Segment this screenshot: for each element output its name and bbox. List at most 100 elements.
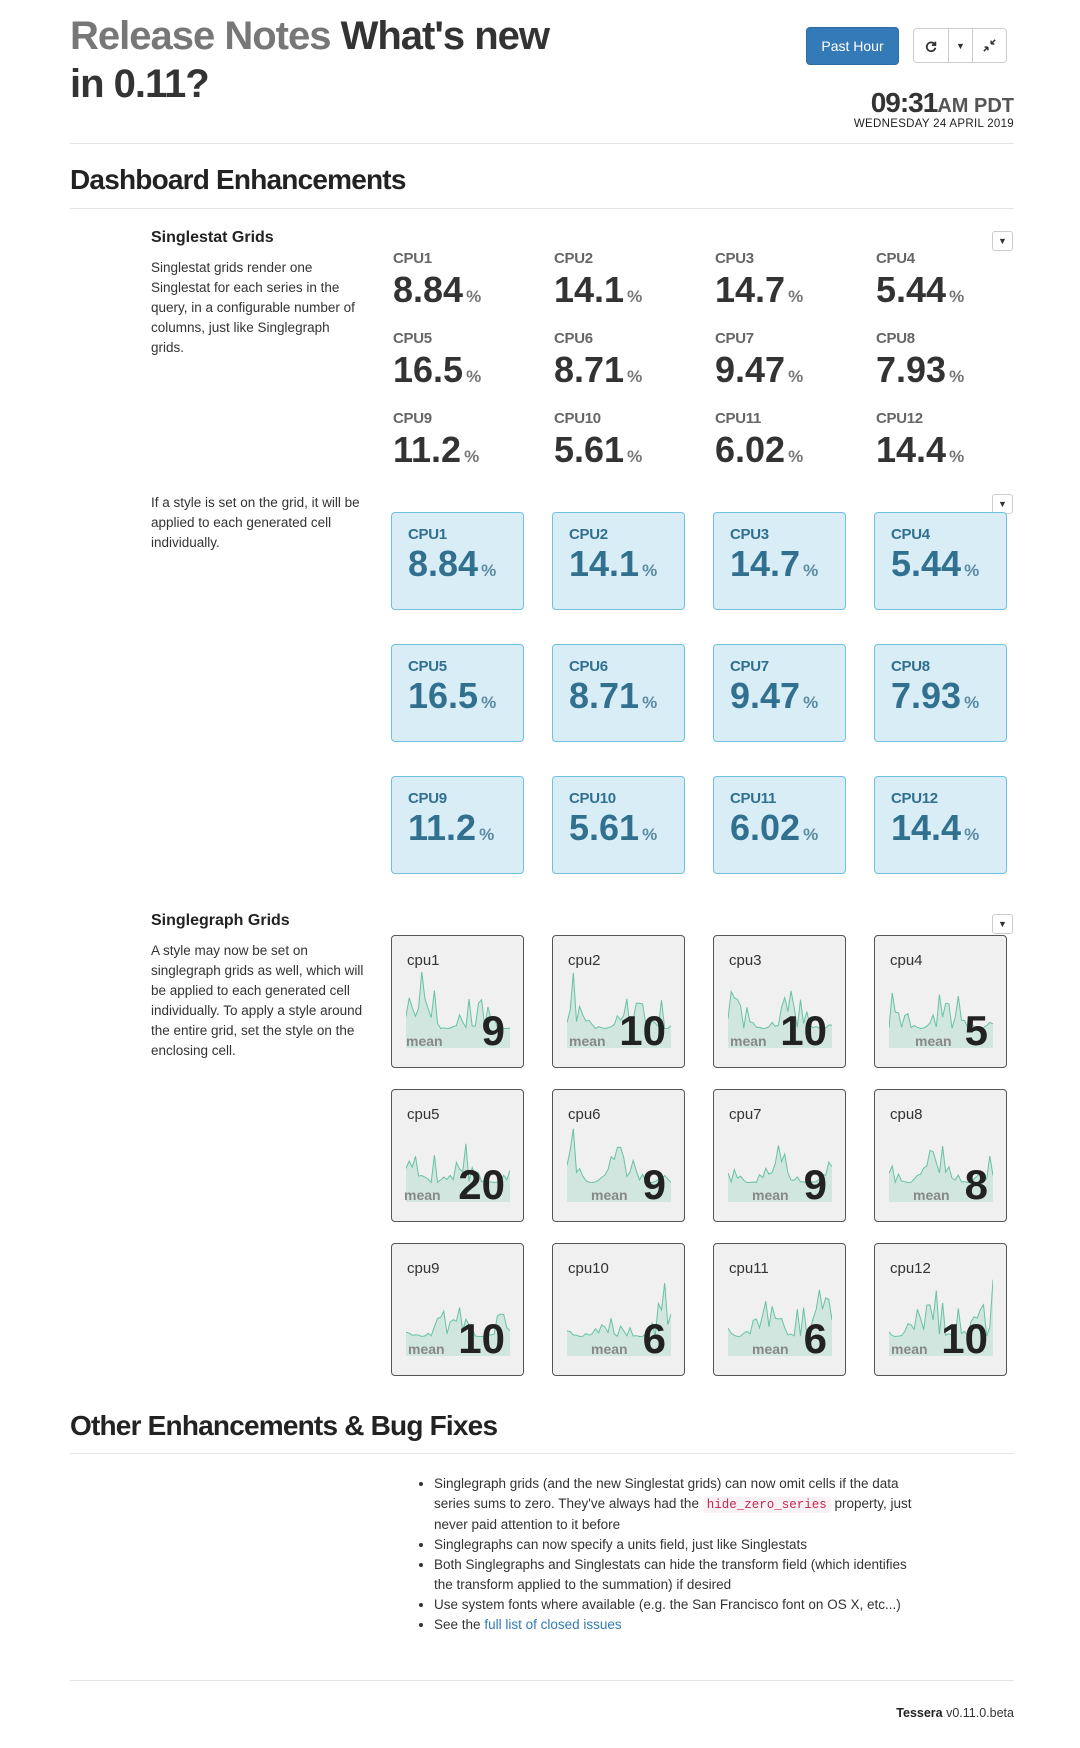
mean-label: mean [569, 1033, 606, 1049]
singlegraph-menu-button[interactable]: ▼ [992, 914, 1013, 934]
mean-label: mean [406, 1033, 443, 1049]
footer-brand: Tessera [896, 1706, 943, 1720]
styled-stat-cell: CPU9 11.2% [391, 776, 524, 874]
graph-value: 8 [964, 1161, 988, 1208]
stat-unit: % [949, 367, 965, 386]
graph-label: cpu3 [729, 952, 762, 969]
graph-label: cpu6 [568, 1106, 601, 1123]
stat-label: CPU5 [393, 330, 432, 347]
stat-label: CPU4 [876, 250, 915, 267]
clock-date: WEDNESDAY 24 APRIL 2019 [853, 118, 1014, 130]
graph-value: 9 [481, 1007, 505, 1054]
divider [70, 1680, 1014, 1681]
divider [70, 143, 1014, 144]
stat-value: 11.2% [393, 429, 480, 470]
clock-ampm: AM PDT [937, 95, 1014, 117]
singlestat-item: CPU9 11.2% [393, 410, 543, 482]
caret-down-icon: ▼ [998, 236, 1007, 246]
graph-label: cpu4 [890, 952, 923, 969]
stat-unit: % [479, 825, 495, 844]
graph-value: 9 [642, 1161, 666, 1208]
graph-value: 10 [780, 1007, 827, 1054]
singlestat-item: CPU5 16.5% [393, 330, 543, 402]
singlestat-item: CPU4 5.44% [876, 250, 1026, 322]
styled-grid-menu-button[interactable]: ▼ [992, 494, 1013, 514]
stat-unit: % [642, 693, 658, 712]
stat-value: 8.71% [554, 349, 643, 390]
sparkline [889, 1146, 993, 1202]
closed-issues-link[interactable]: full list of closed issues [484, 1617, 622, 1632]
refresh-icon [925, 41, 937, 52]
stat-label: CPU6 [569, 658, 608, 675]
styled-stat-cell: CPU1 8.84% [391, 512, 524, 610]
stat-label: CPU3 [715, 250, 754, 267]
stat-value: 14.1% [554, 269, 643, 310]
section-heading: Dashboard Enhancements [70, 164, 406, 195]
sparkline [567, 972, 671, 1048]
singlestat-item: CPU11 6.02% [715, 410, 865, 482]
stat-value: 7.93% [876, 349, 965, 390]
refresh-dropdown-button[interactable]: ▼ [948, 29, 972, 62]
stat-label: CPU4 [891, 526, 930, 543]
time-range-button[interactable]: Past Hour [806, 27, 899, 65]
singlestat-description: Singlestat grids render one Singlestat f… [151, 260, 355, 355]
graph-value: 6 [642, 1315, 666, 1362]
styled-stat-cell: CPU8 7.93% [874, 644, 1007, 742]
sparkline [406, 1143, 510, 1202]
singlegraph-cell: cpu9 mean 10 [391, 1243, 524, 1376]
stat-value: 9.47% [730, 675, 819, 716]
stat-label: CPU5 [408, 658, 447, 675]
stat-label: CPU12 [891, 790, 938, 807]
stat-value: 16.5% [393, 349, 482, 390]
stat-value: 11.2% [408, 807, 495, 848]
graph-label: cpu7 [729, 1106, 762, 1123]
sparkline [889, 992, 993, 1048]
stat-label: CPU7 [715, 330, 754, 347]
stat-unit: % [788, 287, 804, 306]
styled-stat-cell: CPU3 14.7% [713, 512, 846, 610]
graph-value: 10 [458, 1315, 505, 1362]
singlestat-title: Singlestat Grids [151, 229, 274, 246]
graph-value: 10 [619, 1007, 666, 1054]
mean-label: mean [752, 1187, 789, 1203]
stat-value: 8.84% [408, 543, 497, 584]
stat-unit: % [627, 447, 643, 466]
stat-label: CPU11 [730, 790, 777, 807]
graph-label: cpu8 [890, 1106, 923, 1123]
collapse-button[interactable] [972, 29, 1006, 62]
singlegraph-cell: cpu5 mean 20 [391, 1089, 524, 1222]
styled-stat-cell: CPU7 9.47% [713, 644, 846, 742]
stat-unit: % [964, 825, 980, 844]
stat-unit: % [642, 825, 658, 844]
singlegraph-cell: cpu10 mean 6 [552, 1243, 685, 1376]
stat-label: CPU2 [554, 250, 593, 267]
graph-label: cpu2 [568, 952, 601, 969]
refresh-button[interactable] [914, 29, 948, 62]
mean-label: mean [730, 1033, 767, 1049]
singlegraph-cell: cpu7 mean 9 [713, 1089, 846, 1222]
singlestat-menu-button[interactable]: ▼ [992, 231, 1013, 251]
stat-unit: % [803, 825, 819, 844]
graph-label: cpu12 [890, 1260, 931, 1277]
sparkline [567, 1128, 671, 1202]
stat-value: 8.71% [569, 675, 658, 716]
footer-version: v0.11.0.beta [946, 1706, 1014, 1720]
divider [70, 208, 1014, 209]
sparkline [889, 1279, 993, 1356]
stat-label: CPU9 [408, 790, 447, 807]
styled-stat-cell: CPU12 14.4% [874, 776, 1007, 874]
stat-label: CPU1 [408, 526, 447, 543]
mean-label: mean [408, 1341, 445, 1357]
stat-label: CPU9 [393, 410, 432, 427]
stat-value: 6.02% [715, 429, 804, 470]
stat-label: CPU3 [730, 526, 769, 543]
stat-value: 7.93% [891, 675, 980, 716]
stat-unit: % [466, 367, 482, 386]
styled-stat-cell: CPU10 5.61% [552, 776, 685, 874]
stat-value: 5.44% [876, 269, 965, 310]
singlegraph-description: A style may now be set on singlegraph gr… [151, 943, 364, 1058]
mean-label: mean [891, 1341, 928, 1357]
dashboard-actions: ▼ [913, 28, 1007, 63]
graph-value: 10 [941, 1315, 988, 1362]
singlestat-item: CPU3 14.7% [715, 250, 865, 322]
